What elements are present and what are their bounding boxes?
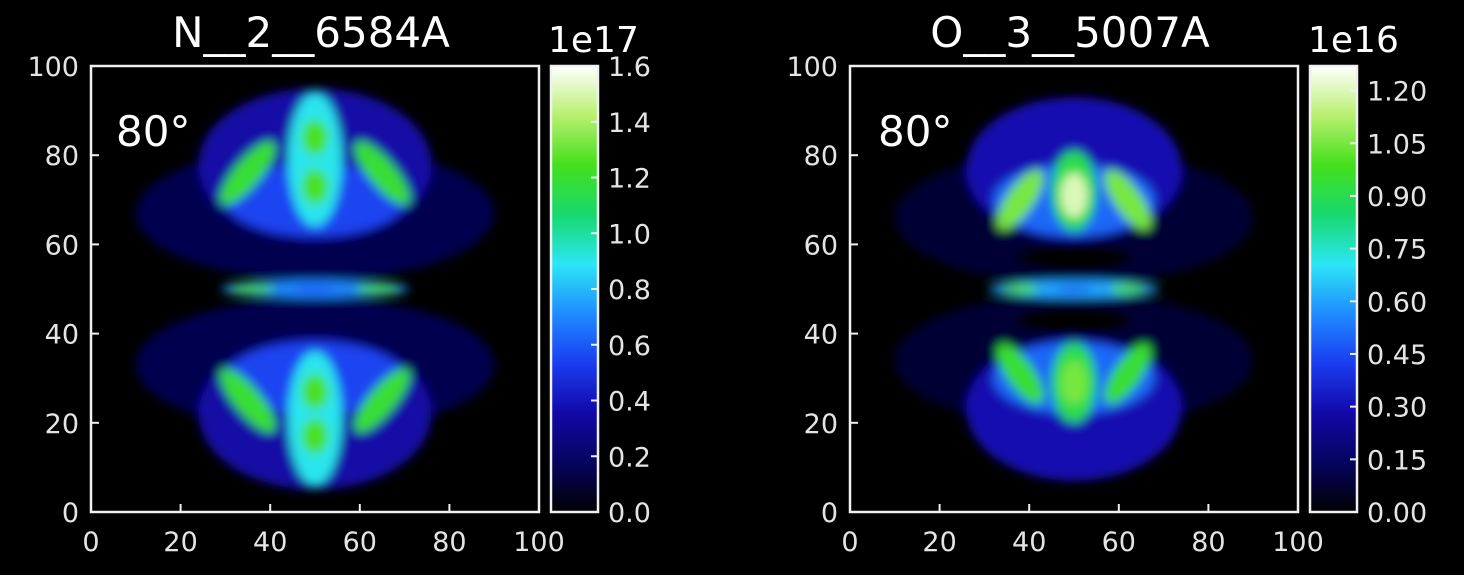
left-heatmap-region — [354, 368, 410, 433]
right-x-tick-label: 60 — [1102, 527, 1136, 558]
right-x-tick-label: 20 — [922, 527, 956, 558]
right-heatmap-region — [1056, 285, 1092, 293]
left-colorbar-tick-label: 0.0 — [608, 498, 651, 529]
left-colorbar-ticks: 0.0 0.2 0.4 0.6 0.8 1.0 1.2 1.4 1.6 — [591, 52, 651, 529]
right-x-tick-label: 0 — [841, 527, 858, 558]
left-colorbar-tick-label: 1.6 — [608, 52, 651, 83]
right-heatmap-region — [1104, 343, 1151, 404]
right-colorbar-tick-label: 0.30 — [1367, 393, 1427, 424]
right-x-tick-label: 80 — [1191, 527, 1225, 558]
left-colorbar-exponent: 1e17 — [548, 20, 639, 61]
right-y-tick-label: 80 — [804, 141, 838, 172]
right-heatmap-image — [894, 97, 1254, 481]
left-heatmap-region — [292, 285, 338, 293]
left-angle-label: 80° — [116, 107, 190, 156]
left-heatmap-region — [355, 284, 401, 294]
left-x-tick-label: 20 — [163, 527, 197, 558]
right-heatmap-region — [997, 169, 1044, 231]
left-heatmap-image — [135, 88, 495, 490]
left-x-axis: 0 20 40 60 80 100 — [82, 504, 565, 558]
left-colorbar-tick-label: 1.2 — [608, 164, 651, 195]
right-heatmap-region — [1015, 306, 1133, 334]
left-y-tick-label: 80 — [45, 141, 79, 172]
left-colorbar-tick-label: 0.4 — [608, 387, 651, 418]
right-colorbar-exponent: 1e16 — [1308, 20, 1399, 61]
right-angle-label: 80° — [878, 107, 952, 156]
right-colorbar-tick-label: 1.20 — [1367, 77, 1427, 108]
right-heatmap-region — [1109, 284, 1146, 294]
right-y-tick-label: 60 — [804, 230, 838, 261]
left-x-tick-label: 60 — [343, 527, 377, 558]
left-colorbar — [549, 64, 600, 514]
right-colorbar-tick-label: 0.60 — [1367, 287, 1427, 318]
left-x-tick-label: 80 — [432, 527, 466, 558]
right-colorbar-tick-label: 0.75 — [1367, 235, 1427, 266]
right-x-tick-label: 100 — [1272, 527, 1324, 558]
left-y-tick-label: 0 — [62, 498, 79, 529]
left-y-axis: 0 20 40 60 80 100 — [27, 52, 99, 529]
right-x-axis: 0 20 40 60 80 100 — [841, 504, 1324, 558]
left-y-tick-label: 100 — [27, 52, 79, 83]
right-heatmap-region — [1015, 244, 1133, 272]
left-heatmap-region — [301, 119, 329, 156]
right-heatmap-region — [997, 343, 1044, 404]
right-colorbar — [1308, 64, 1359, 514]
right-colorbar-tick-label: 0.90 — [1367, 182, 1427, 213]
left-x-tick-label: 40 — [253, 527, 287, 558]
left-heatmap-region — [301, 418, 329, 455]
right-y-tick-label: 40 — [804, 320, 838, 351]
left-colorbar-tick-label: 0.2 — [608, 442, 651, 473]
left-heatmap-region — [354, 141, 410, 205]
left-heatmap-region — [220, 368, 276, 433]
right-colorbar-tick-label: 0.00 — [1367, 498, 1427, 529]
left-colorbar-tick-label: 0.8 — [608, 275, 651, 306]
right-y-tick-label: 100 — [786, 52, 838, 83]
right-heatmap-panel: O__3__5007A 80° 0 20 40 60 80 100 0 20 40 60 80 10… — [786, 8, 1427, 558]
right-x-tick-label: 40 — [1012, 527, 1046, 558]
left-heatmap-region — [229, 284, 275, 294]
right-panel-title: O__3__5007A — [930, 8, 1210, 57]
right-heatmap-region — [1104, 169, 1151, 231]
right-colorbar-ticks: 0.00 0.15 0.30 0.45 0.60 0.75 0.90 1.05 1.20 — [1350, 77, 1427, 529]
right-heatmap-region — [1060, 173, 1088, 218]
left-y-tick-label: 20 — [45, 409, 79, 440]
left-heatmap-region — [301, 373, 329, 410]
right-colorbar-tick-label: 0.45 — [1367, 340, 1427, 371]
right-colorbar-tick-label: 0.15 — [1367, 445, 1427, 476]
right-y-axis: 0 20 40 60 80 100 — [786, 52, 858, 529]
left-plot-frame — [89, 64, 541, 514]
left-heatmap-panel: N__2__6584A 80° 0 20 40 60 80 100 0 20 40 60 80 10… — [27, 8, 651, 558]
right-y-tick-label: 20 — [804, 409, 838, 440]
right-heatmap-region — [1060, 360, 1088, 405]
left-colorbar-tick-label: 0.6 — [608, 331, 651, 362]
right-heatmap-region — [1002, 284, 1039, 294]
left-x-tick-label: 100 — [513, 527, 565, 558]
left-y-tick-label: 60 — [45, 230, 79, 261]
left-heatmap-region — [220, 141, 276, 205]
left-panel-title: N__2__6584A — [172, 8, 450, 57]
right-y-tick-label: 0 — [821, 498, 838, 529]
left-y-tick-label: 40 — [45, 320, 79, 351]
left-x-tick-label: 0 — [82, 527, 99, 558]
left-colorbar-tick-label: 1.0 — [608, 219, 651, 250]
left-heatmap-region — [301, 168, 329, 205]
left-colorbar-tick-label: 1.4 — [608, 108, 651, 139]
right-colorbar-tick-label: 1.05 — [1367, 129, 1427, 160]
right-plot-frame — [848, 64, 1300, 514]
left-heatmap-region — [288, 92, 342, 227]
